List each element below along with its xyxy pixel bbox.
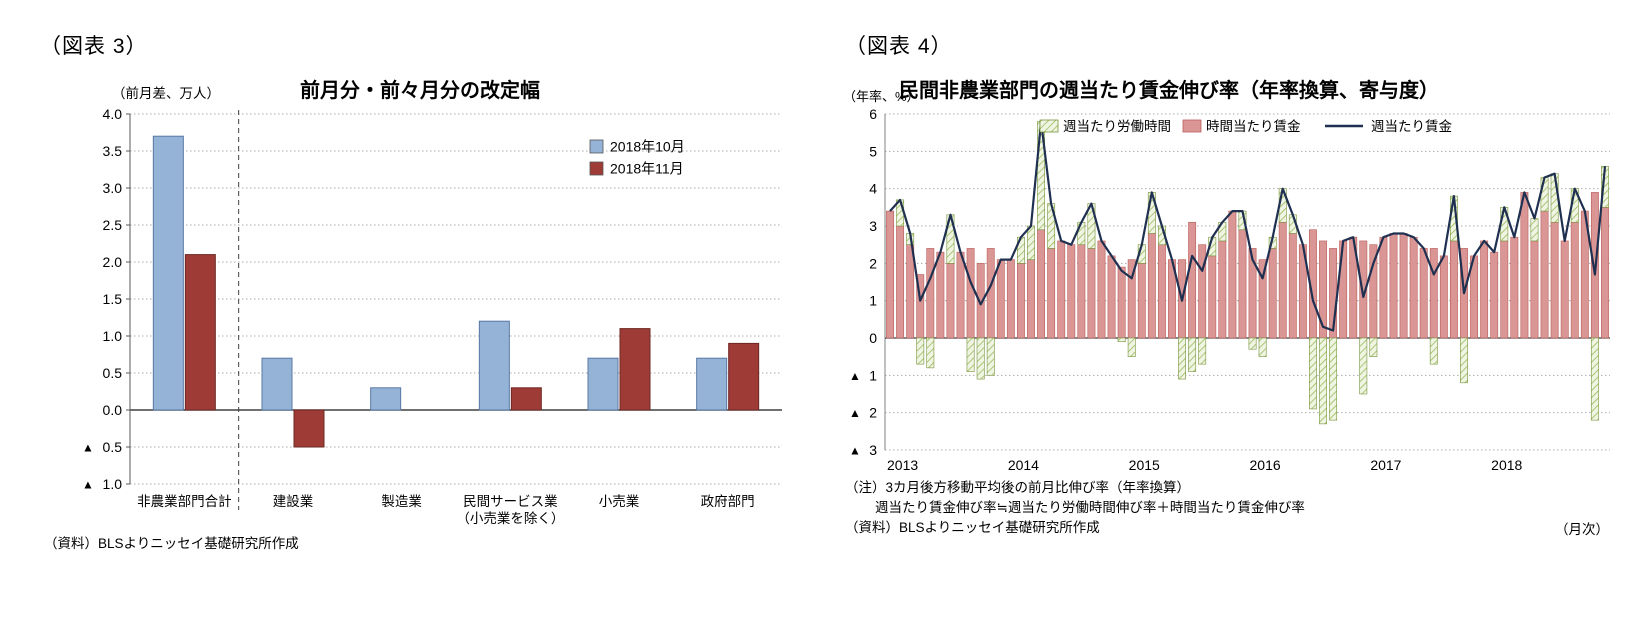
svg-text:2: 2 [869,405,877,421]
svg-text:2018年11月: 2018年11月 [610,161,684,177]
svg-text:2016: 2016 [1250,457,1281,473]
figure4-note-3: （資料）BLSよりニッセイ基礎研究所作成 [845,520,1100,535]
svg-text:5: 5 [869,143,877,159]
figure3: （図表 3） 前月分・前々月分の改定幅 （前月差、万人） 1.0 ▲ 0.5 ▲ 0.0… [30,30,825,615]
svg-text:0.5: 0.5 [103,365,123,381]
svg-text:2.5: 2.5 [103,217,123,233]
svg-text:3: 3 [869,442,877,458]
svg-text:▲: ▲ [849,444,861,458]
figure4-frequency-label: （月次） [1555,522,1609,537]
svg-text:2: 2 [869,255,877,271]
figure4: （図表 4） （年率、%） 民間非農業部門の週当たり賃金伸び率（年率換算、寄与度… [835,30,1623,615]
svg-text:▲: ▲ [82,478,94,492]
svg-text:週当たり賃金: 週当たり賃金 [1371,119,1452,134]
figure4-note-1: （注）3カ月後方移動平均後の前月比伸び率（年率換算） [845,480,1191,495]
svg-text:小売業: 小売業 [599,494,640,509]
svg-text:（小売業を除く）: （小売業を除く） [456,511,564,526]
svg-text:3: 3 [869,218,877,234]
svg-text:1: 1 [869,367,877,383]
figure3-title: 前月分・前々月分の改定幅 [300,80,540,102]
svg-text:2017: 2017 [1370,457,1401,473]
figure4-tag: （図表 4） [845,35,953,58]
figure4-note-2: 週当たり賃金伸び率≒週当たり労働時間伸び率＋時間当たり賃金伸び率 [875,500,1305,515]
svg-text:民間サービス業: 民間サービス業 [463,494,558,509]
svg-text:▲: ▲ [849,406,861,420]
svg-text:1: 1 [869,293,877,309]
svg-text:1.0: 1.0 [103,476,123,492]
svg-text:3.5: 3.5 [103,143,123,159]
svg-text:2014: 2014 [1008,457,1039,473]
svg-text:政府部門: 政府部門 [701,494,755,509]
svg-text:2018年10月: 2018年10月 [610,139,685,155]
svg-text:0.0: 0.0 [103,402,123,418]
svg-text:週当たり労働時間: 週当たり労働時間 [1063,119,1171,134]
figure4-title: 民間非農業部門の週当たり賃金伸び率（年率換算、寄与度） [899,80,1439,102]
figure4-notes: （注）3カ月後方移動平均後の前月比伸び率（年率換算） 週当たり賃金伸び率≒週当た… [845,478,1305,538]
wage-growth-stacked-chart: 3 ▲ 2 ▲ 1 ▲ 0 1 2 3 4 5 6 2013 2014 2015 2016 2017 2018 週当た… [849,106,1610,473]
svg-text:4: 4 [869,181,877,197]
svg-text:▲: ▲ [82,441,94,455]
svg-text:時間当たり賃金: 時間当たり賃金 [1206,119,1301,134]
svg-text:1.5: 1.5 [103,291,123,307]
svg-text:製造業: 製造業 [381,494,422,509]
svg-text:2013: 2013 [887,457,918,473]
revision-bar-chart: 1.0 ▲ 0.5 ▲ 0.0 0.5 1.0 1.5 2.0 2.5 3.0 3.5 4.0 非農業部門… [82,106,782,526]
svg-text:非農業部門合計: 非農業部門合計 [137,494,232,509]
svg-text:0: 0 [869,330,877,346]
svg-text:2.0: 2.0 [103,254,123,270]
figure3-y-axis-label: （前月差、万人） [112,86,220,101]
svg-text:2015: 2015 [1129,457,1160,473]
figure3-tag: （図表 3） [40,35,148,58]
svg-text:2018: 2018 [1491,457,1522,473]
figure3-source-note: （資料）BLSよりニッセイ基礎研究所作成 [44,536,299,551]
svg-text:1.0: 1.0 [103,328,123,344]
svg-text:建設業: 建設業 [273,494,314,509]
svg-text:4.0: 4.0 [103,106,123,122]
svg-text:3.0: 3.0 [103,180,123,196]
svg-text:0.5: 0.5 [103,439,123,455]
svg-text:▲: ▲ [849,369,861,383]
figure4-y-axis-label: （年率、%） [843,89,920,104]
svg-text:6: 6 [869,106,877,122]
